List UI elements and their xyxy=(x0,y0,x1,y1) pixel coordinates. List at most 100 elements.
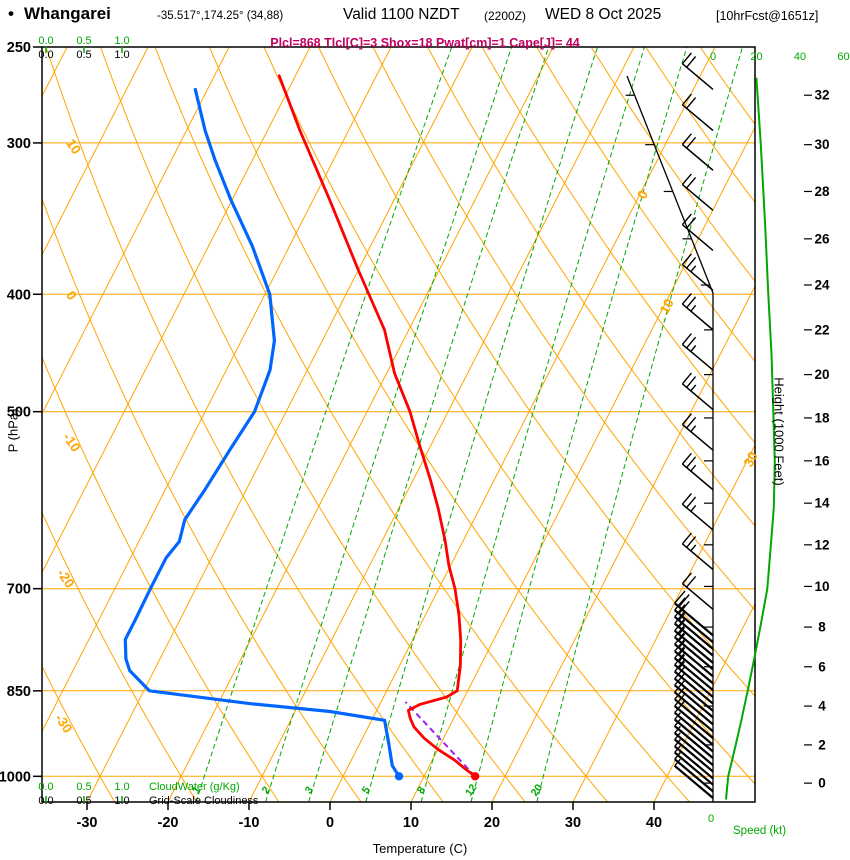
mixing-ratio-label: 8 xyxy=(415,784,428,796)
wind-barb xyxy=(681,253,714,291)
mixing-ratio-line xyxy=(308,47,550,802)
wind-barb xyxy=(681,93,714,132)
temperature-axis: -30 -20 -10 0 10 20 30 40 xyxy=(77,802,662,831)
height-tick-label: 10 xyxy=(814,579,829,594)
wind-barb xyxy=(673,739,714,780)
height-tick-label: 18 xyxy=(814,410,830,425)
wind-barb xyxy=(681,173,714,211)
temperature-axis-label: Temperature (C) xyxy=(372,841,468,856)
mixing-ratio-label: 5 xyxy=(360,784,373,796)
cloudwater-label: CloudWater (g/Kg) xyxy=(149,781,240,793)
dry-adiabat-line xyxy=(42,356,280,802)
speed-scale-tick: 60 xyxy=(837,51,850,63)
isotherm-line xyxy=(42,47,230,415)
cloud-scale-tick: 0.5 xyxy=(76,35,92,47)
temperature-tick-label: 10 xyxy=(403,815,419,831)
wind-barb xyxy=(673,693,714,739)
forecast-cycle: [10hrFcst@1651z] xyxy=(716,9,819,23)
wind-barb xyxy=(681,292,714,331)
wind-barb xyxy=(681,452,714,491)
wind-barb xyxy=(673,700,714,746)
cloud-scale-tick: 0.5 xyxy=(76,781,92,793)
cloudiness-label: Grid-Scale Cloudiness xyxy=(149,795,259,807)
temperature-tick-label: -10 xyxy=(239,815,260,831)
dry-adiabat-line xyxy=(42,197,362,802)
height-tick-label: 6 xyxy=(818,659,826,674)
wind-barbs xyxy=(673,52,714,799)
isotherm-line xyxy=(42,47,392,733)
wind-barb xyxy=(681,133,714,171)
dry-adiabat-line xyxy=(209,47,690,802)
pressure-tick-label: 850 xyxy=(7,684,31,700)
wind-barb xyxy=(681,532,714,571)
dry-adiabat-line xyxy=(45,47,444,802)
height-tick-label: 22 xyxy=(814,322,829,337)
dry-adiabat-line xyxy=(536,47,755,363)
cloud-scale-tick: 0.0 xyxy=(38,781,54,793)
mixing-ratio-line xyxy=(470,47,688,802)
temperature-tick-label: 0 xyxy=(326,815,334,831)
cloud-scale-tick: 0.5 xyxy=(76,49,92,61)
dry-adiabat-line xyxy=(42,511,198,802)
wind-barb xyxy=(681,413,714,451)
pressure-tick-label: 250 xyxy=(7,40,31,56)
pressure-tick-label: 700 xyxy=(7,582,31,598)
wind-barb xyxy=(673,745,714,786)
speed-scale-tick: 20 xyxy=(750,51,763,63)
isotherm-line xyxy=(491,285,755,802)
wind-barb xyxy=(673,752,714,793)
speed-scale-tick: 0 xyxy=(709,51,717,63)
pressure-tick-label: 1000 xyxy=(0,769,31,785)
temperature-tick-label: 30 xyxy=(565,815,581,831)
mixing-ratio-lines xyxy=(195,47,743,802)
isotherm-line xyxy=(410,126,755,802)
dry-adiabat-line xyxy=(42,665,116,802)
dry-adiabat-label: 10 xyxy=(63,136,84,157)
temperature-tick-label: -30 xyxy=(77,815,98,831)
isotherm-line xyxy=(167,47,554,802)
speed-scale-tick: 40 xyxy=(793,51,807,63)
plot-border xyxy=(41,46,756,803)
parcel-path xyxy=(404,701,476,777)
dry-adiabat-line xyxy=(590,47,755,283)
cloudiness-scale-top: 0.0 0.5 1.0 xyxy=(35,49,149,61)
height-tick-label: 20 xyxy=(814,367,829,382)
dewpoint-curve xyxy=(123,87,401,778)
isotherm-line xyxy=(86,47,473,802)
dry-adiabat-line xyxy=(154,47,608,802)
mixing-ratio-line xyxy=(195,47,453,802)
cloud-scale-tick: 0.0 xyxy=(38,795,54,807)
temperature-curve xyxy=(277,74,477,778)
wind-barb xyxy=(681,372,714,411)
height-tick-label: 2 xyxy=(818,737,826,752)
wind-barb xyxy=(681,333,714,371)
pressure-axis-label: P (hPa) xyxy=(5,408,21,453)
valid-time: Valid 1100 NZDT xyxy=(343,6,460,23)
height-tick-label: 30 xyxy=(814,137,829,152)
surface-dewpoint-dot xyxy=(394,772,404,781)
dry-adiabat-line xyxy=(318,47,755,697)
valid-time-zulu: (2200Z) xyxy=(484,9,527,23)
wind-barb xyxy=(681,572,714,610)
cloud-scale-tick: 0.0 xyxy=(38,49,54,61)
dry-adiabat-label: -30 xyxy=(52,711,75,736)
height-tick-label: 24 xyxy=(814,277,830,292)
height-axis-label: Height (1000 Feet) xyxy=(771,377,787,486)
station-coordinates: -35.517°,174.25° (34,88) xyxy=(157,10,284,22)
isotherm-line xyxy=(42,47,311,574)
isotherm-label: 30 xyxy=(741,449,761,469)
dry-adiabat-label: -10 xyxy=(60,430,83,455)
cloud-scale-tick: 1.0 xyxy=(114,35,130,47)
temperature-tick-label: -20 xyxy=(158,815,179,831)
pressure-tick-label: 500 xyxy=(7,405,31,421)
cloudwater-scale-top: 0.0 0.5 1.0 xyxy=(35,35,149,47)
pressure-tick-label: 300 xyxy=(7,136,31,152)
cloud-scale-tick: 1.0 xyxy=(114,781,130,793)
isotherm-line xyxy=(329,47,716,802)
mixing-ratio-label: 1 xyxy=(190,784,203,796)
isotherm-line xyxy=(653,602,755,802)
temperature-tick-label: 20 xyxy=(484,815,500,831)
